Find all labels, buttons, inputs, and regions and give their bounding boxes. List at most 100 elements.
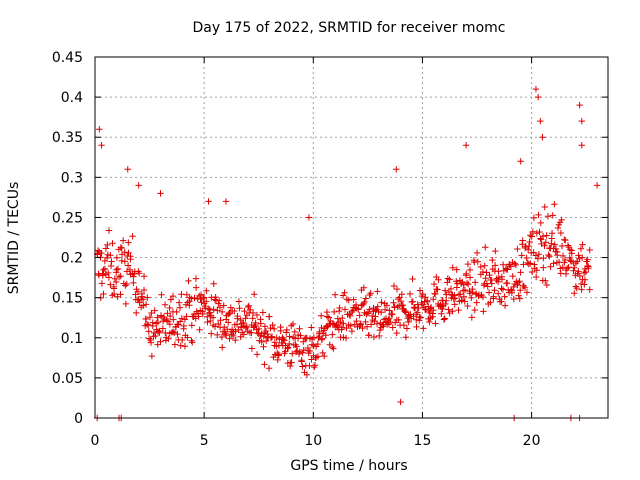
data-point bbox=[362, 318, 369, 326]
data-point bbox=[365, 332, 372, 339]
data-point bbox=[540, 255, 547, 262]
data-point bbox=[388, 310, 396, 318]
data-point bbox=[537, 117, 544, 125]
data-point bbox=[523, 254, 530, 262]
data-point bbox=[100, 290, 107, 298]
data-point bbox=[152, 332, 159, 340]
data-point bbox=[236, 305, 243, 312]
data-point bbox=[308, 324, 315, 331]
data-point bbox=[347, 322, 354, 330]
data-point bbox=[580, 269, 588, 277]
data-point bbox=[191, 294, 198, 302]
data-point bbox=[130, 273, 137, 280]
data-point bbox=[157, 312, 165, 320]
data-point bbox=[145, 321, 152, 329]
data-point bbox=[291, 328, 298, 336]
data-point bbox=[96, 126, 103, 133]
data-point bbox=[486, 271, 493, 279]
data-point bbox=[578, 117, 586, 125]
data-point bbox=[111, 275, 119, 282]
data-point bbox=[165, 335, 172, 342]
data-point bbox=[441, 287, 449, 294]
data-point bbox=[485, 289, 493, 296]
data-point bbox=[422, 294, 429, 301]
data-point bbox=[322, 331, 329, 339]
data-point bbox=[510, 295, 517, 303]
data-point bbox=[577, 280, 585, 288]
data-point bbox=[113, 266, 120, 273]
data-point bbox=[544, 213, 552, 220]
data-point bbox=[94, 247, 102, 254]
data-point bbox=[329, 331, 336, 338]
data-point bbox=[348, 327, 356, 335]
data-point bbox=[389, 324, 396, 331]
data-point bbox=[214, 307, 221, 314]
data-point bbox=[360, 284, 368, 291]
data-point bbox=[562, 270, 570, 278]
data-point bbox=[103, 254, 111, 262]
data-point bbox=[584, 256, 591, 263]
x-tick-label: 0 bbox=[91, 433, 100, 449]
data-point bbox=[563, 265, 571, 272]
x-tick-label: 10 bbox=[304, 433, 322, 449]
data-point bbox=[248, 345, 256, 352]
data-point bbox=[417, 314, 424, 321]
data-point bbox=[178, 315, 186, 322]
data-point bbox=[188, 322, 195, 329]
data-point bbox=[330, 345, 337, 352]
data-point bbox=[356, 312, 363, 319]
data-point bbox=[200, 294, 208, 301]
data-point bbox=[469, 289, 476, 296]
data-point bbox=[464, 260, 472, 268]
data-point bbox=[203, 287, 210, 294]
data-point bbox=[473, 249, 481, 257]
data-point bbox=[550, 260, 557, 267]
data-point bbox=[297, 332, 304, 339]
data-point bbox=[117, 291, 124, 298]
data-point bbox=[448, 291, 456, 298]
data-point bbox=[450, 295, 457, 303]
data-point bbox=[275, 352, 282, 359]
data-point bbox=[122, 282, 129, 289]
data-point bbox=[101, 265, 109, 273]
data-point bbox=[351, 304, 359, 311]
data-point bbox=[551, 200, 558, 208]
data-point bbox=[288, 359, 295, 366]
data-point bbox=[303, 334, 311, 342]
data-point bbox=[387, 318, 394, 326]
data-point bbox=[334, 315, 341, 322]
data-point bbox=[523, 289, 531, 296]
data-point bbox=[534, 255, 542, 262]
data-point bbox=[274, 356, 281, 364]
data-point bbox=[123, 280, 130, 288]
data-point bbox=[346, 312, 354, 320]
data-point bbox=[247, 306, 254, 313]
data-point bbox=[355, 306, 362, 313]
data-point bbox=[308, 356, 315, 363]
x-axis-label: GPS time / hours bbox=[290, 458, 407, 474]
data-point bbox=[185, 277, 192, 285]
data-point bbox=[298, 358, 305, 365]
data-point bbox=[305, 214, 313, 221]
data-point bbox=[576, 255, 583, 262]
data-point bbox=[267, 334, 275, 341]
data-point bbox=[140, 273, 148, 280]
data-point bbox=[338, 324, 346, 331]
data-point bbox=[480, 308, 487, 315]
data-point bbox=[196, 326, 203, 333]
data-point bbox=[173, 308, 180, 316]
data-point bbox=[118, 257, 126, 265]
data-point bbox=[541, 203, 548, 211]
data-point bbox=[330, 308, 338, 316]
data-point bbox=[215, 300, 222, 307]
data-point bbox=[465, 281, 472, 288]
data-point bbox=[547, 263, 554, 271]
data-point bbox=[481, 262, 488, 269]
data-point bbox=[458, 297, 465, 304]
data-point bbox=[183, 291, 191, 298]
data-point bbox=[426, 318, 433, 326]
data-point bbox=[503, 279, 511, 287]
data-point bbox=[299, 349, 306, 356]
data-point bbox=[393, 285, 401, 293]
data-point bbox=[571, 264, 578, 271]
